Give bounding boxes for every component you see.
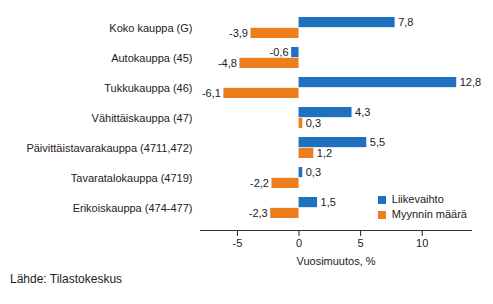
- svg-text:1,2: 1,2: [317, 147, 332, 159]
- svg-text:4,3: 4,3: [355, 106, 370, 118]
- svg-text:0: 0: [296, 237, 302, 249]
- svg-text:Vähittäiskauppa (47): Vähittäiskauppa (47): [92, 112, 193, 124]
- svg-text:-2,2: -2,2: [250, 177, 269, 189]
- svg-text:12,8: 12,8: [460, 76, 481, 88]
- svg-text:-6,1: -6,1: [202, 87, 221, 99]
- svg-text:Tavaratalokauppa (4719): Tavaratalokauppa (4719): [71, 172, 193, 184]
- svg-text:5,5: 5,5: [370, 136, 385, 148]
- svg-text:Koko kauppa (G): Koko kauppa (G): [109, 22, 192, 34]
- svg-text:0,3: 0,3: [306, 166, 321, 178]
- svg-text:1,5: 1,5: [321, 196, 336, 208]
- svg-text:Vuosimuutos, %: Vuosimuutos, %: [296, 255, 375, 267]
- html-text:Lähde: Tilastokeskus: Lähde: Tilastokeskus: [10, 272, 123, 286]
- svg-text:5: 5: [358, 237, 364, 249]
- svg-text:Autokauppa (45): Autokauppa (45): [111, 52, 192, 64]
- svg-text:Päivittäistavarakauppa (4711,4: Päivittäistavarakauppa (4711,472): [26, 142, 192, 154]
- svg-text:-0,6: -0,6: [270, 46, 289, 58]
- html-text:Liikevaihto: Liikevaihto: [391, 193, 444, 205]
- svg-text:Tukkukauppa (46): Tukkukauppa (46): [104, 82, 192, 94]
- svg-text:-2,3: -2,3: [249, 207, 268, 219]
- svg-text:-3,9: -3,9: [229, 27, 248, 39]
- svg-text:-4,8: -4,8: [218, 57, 237, 69]
- svg-text:7,8: 7,8: [398, 16, 413, 28]
- html-text:Myynnin määrä: Myynnin määrä: [391, 208, 467, 220]
- svg-text:Erikoiskauppa (474-477): Erikoiskauppa (474-477): [73, 202, 193, 214]
- svg-text:-5: -5: [233, 237, 243, 249]
- svg-text:10: 10: [416, 237, 428, 249]
- svg-text:0,3: 0,3: [306, 117, 321, 129]
